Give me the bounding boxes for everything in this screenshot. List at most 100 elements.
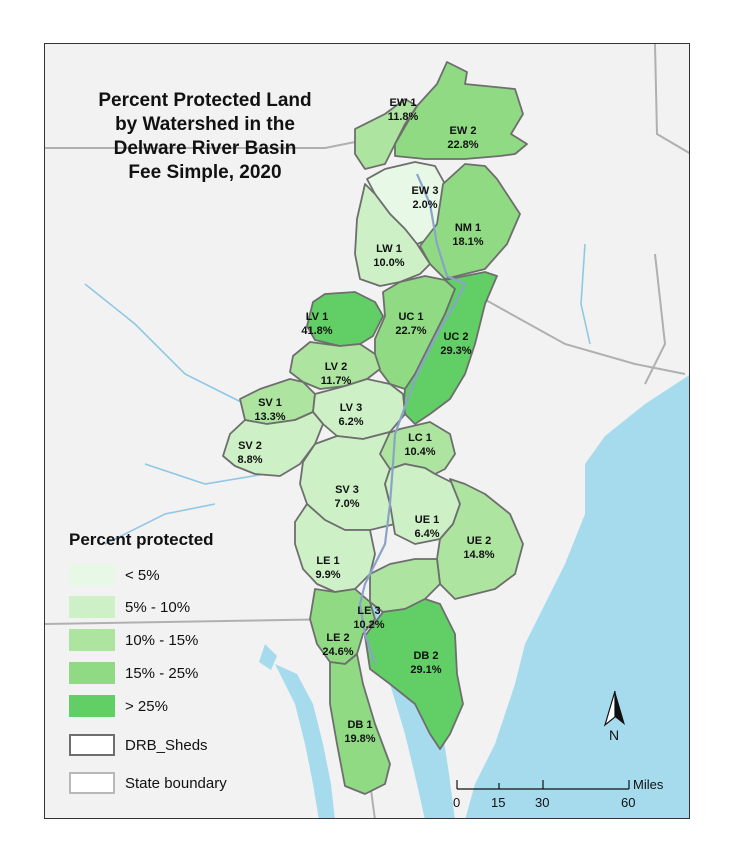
watershed-label-lc1: LC 1 [408,432,432,444]
chesapeake-bay [275,664,335,818]
legend-label-lt5: < 5% [125,566,160,584]
watershed-label-sv1: SV 1 [258,397,282,409]
watershed-value-nm1: 18.1% [452,236,483,248]
title-line-3: Delware River Basin [113,138,297,159]
watershed-value-le3: 10.2% [353,619,384,631]
watershed-value-db1: 19.8% [344,733,375,745]
watershed-label-sv2: SV 2 [238,440,262,452]
watershed-uc2 [402,271,498,425]
watershed-ue2 [436,478,524,600]
title-line-1: Percent Protected Land [98,90,312,111]
watershed-label-ew1: EW 1 [390,97,417,109]
legend-swatch-state [69,772,115,794]
map-title: Percent Protected Land by Watershed in t… [45,89,365,185]
watershed-label-ue2: UE 2 [467,535,491,547]
river-4 [580,243,591,345]
state-boundary-pa-md [45,618,346,625]
map-frame: EW 1 11.8% EW 2 22.8% EW 3 2.0% NM 1 18.1% LW 1 1… [44,43,690,819]
legend-label-5-10: 5% - 10% [125,598,191,616]
watershed-label-uc2: UC 2 [443,331,468,343]
watershed-label-le3: LE 3 [357,605,380,617]
watershed-le2 [309,588,376,665]
legend-swatch-15-25 [69,662,115,684]
watershed-value-uc2: 29.3% [440,345,471,357]
watershed-label-ew3: EW 3 [412,185,439,197]
long-island-sound [605,375,689,436]
watershed-labels: EW 1 11.8% EW 2 22.8% EW 3 2.0% NM 1 18.1% LW 1 1… [237,97,494,745]
legend-row-5-10: 5% - 10% [69,595,190,619]
scale-tick-60: 60 [621,795,636,810]
watershed-db2 [364,598,464,750]
legend-row-10-15: 10% - 15% [69,628,198,652]
watershed-nm1 [419,163,521,280]
watershed-value-ue2: 14.8% [463,549,494,561]
title-line-4: Fee Simple, 2020 [128,162,282,183]
watershed-label-lv1: LV 1 [306,311,328,323]
watershed-value-sv1: 13.3% [254,411,285,423]
state-boundary-ct [654,44,689,154]
legend-label-sheds: DRB_Sheds [125,736,208,754]
watershed-value-ew1: 11.8% [388,111,419,123]
legend-swatch-10-15 [69,629,115,651]
watershed-label-lv2: LV 2 [325,361,347,373]
watershed-label-lw1: LW 1 [376,243,402,255]
legend-swatch-sheds [69,734,115,756]
scale-unit: Miles [633,777,664,792]
river-1 [84,283,246,405]
delaware-river [358,173,467,665]
watershed-label-ew2: EW 2 [450,125,477,137]
legend-row-15-25: 15% - 25% [69,661,198,685]
watershed-value-le2: 24.6% [322,646,353,658]
legend-swatch-lt5 [69,564,115,586]
watershed-db1 [329,653,391,795]
lake-sw [259,644,277,670]
map-canvas: EW 1 11.8% EW 2 22.8% EW 3 2.0% NM 1 18.1% LW 1 1… [45,44,689,818]
watershed-label-nm1: NM 1 [455,222,481,234]
river-2 [144,463,266,485]
legend-row-gt25: > 25% [69,694,168,718]
watershed-label-lv3: LV 3 [340,402,362,414]
watershed-value-le1: 9.9% [315,569,340,581]
watershed-value-lc1: 10.4% [404,446,435,458]
legend-row-state: State boundary [69,771,227,795]
watershed-value-lv2: 11.7% [321,375,352,387]
title-line-2: by Watershed in the [115,114,295,135]
legend-label-10-15: 10% - 15% [125,631,199,649]
legend-swatch-5-10 [69,596,115,618]
watershed-ew2 [394,61,528,160]
watershed-lw1 [354,183,431,287]
north-arrow-icon [603,690,625,727]
watershed-value-sv3: 7.0% [334,498,359,510]
watershed-value-db2: 29.1% [410,664,441,676]
legend-title: Percent protected [69,530,214,549]
state-boundary-ny-nj [474,293,686,375]
watershed-value-uc1: 22.7% [395,325,426,337]
legend-label-state: State boundary [125,774,227,792]
north-arrow: N [600,689,630,747]
north-label: N [609,727,620,743]
watershed-label-sv3: SV 3 [335,484,359,496]
watershed-lv2 [289,341,381,390]
watershed-lv1 [306,291,384,347]
scale-tick-15: 15 [491,795,506,810]
watershed-value-ue1: 6.4% [414,528,439,540]
watershed-label-ue1: UE 1 [415,514,439,526]
legend-label-15-25: 15% - 25% [125,664,199,682]
scale-bar: Miles 0 15 30 60 [453,777,689,817]
scale-tick-30: 30 [535,795,550,810]
watershed-value-lw1: 10.0% [373,257,404,269]
watershed-le3 [369,558,441,613]
legend-swatch-gt25 [69,695,115,717]
watershed-value-lv3: 6.2% [338,416,363,428]
scale-tick-0: 0 [453,795,461,810]
legend-row-lt5: < 5% [69,563,160,587]
watershed-label-le1: LE 1 [316,555,339,567]
watershed-value-ew2: 22.8% [447,139,478,151]
legend-label-gt25: > 25% [125,697,168,715]
watershed-label-le2: LE 2 [326,632,349,644]
river-3 [104,503,216,545]
state-boundary-ct-ny [644,253,667,385]
watershed-value-ew3: 2.0% [412,199,437,211]
legend-row-sheds: DRB_Sheds [69,733,208,757]
state-boundary-ny-pa [45,139,366,149]
